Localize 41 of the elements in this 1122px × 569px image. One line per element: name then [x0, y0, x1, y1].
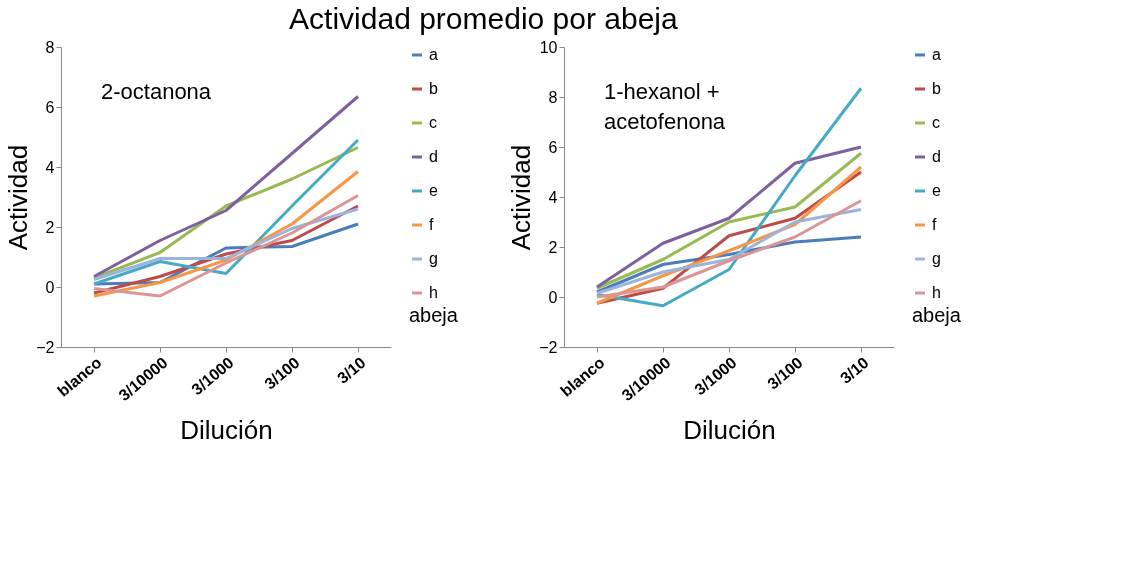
line-series [92, 207, 360, 281]
legend-label: a [932, 46, 941, 63]
y-tick-label: 2 [548, 238, 558, 256]
legend-label: a [429, 46, 438, 63]
y-axis-title: Actividad [506, 144, 537, 251]
legend-label: h [429, 284, 438, 301]
legend-label: d [429, 148, 438, 165]
y-tick-label: 4 [548, 188, 558, 206]
legend-title: abeja [912, 304, 962, 326]
annotation: 2-octanona [101, 79, 212, 104]
y-tick-label: −2 [539, 338, 558, 356]
legend-label: c [429, 114, 437, 131]
legend-label: b [932, 80, 941, 97]
y-tick-label: −2 [36, 338, 55, 356]
y-tick-label: 0 [548, 288, 558, 306]
legend-label: h [932, 284, 941, 301]
y-axis-title: Actividad [3, 144, 34, 251]
legend-label: f [429, 216, 434, 233]
x-axis-title: Dilución [180, 414, 273, 445]
x-tick-label: 3/10 [334, 353, 369, 387]
legend-label: b [429, 80, 438, 97]
y-tick-label: 8 [548, 88, 558, 106]
y-tick-label: 2 [45, 218, 55, 236]
legend-label: f [932, 216, 937, 233]
x-axis-title: Dilución [683, 414, 776, 445]
y-tick-label: 8 [45, 38, 55, 56]
y-tick-label: 0 [45, 278, 55, 296]
y-tick-label: 6 [45, 98, 55, 116]
legend-label: e [932, 182, 941, 199]
text: Actividad promedio por abeja [289, 2, 678, 35]
annotation: 1-hexanol + acetofenona [604, 79, 726, 134]
legend-label: g [932, 250, 941, 267]
legend-label: g [429, 250, 438, 267]
legend-label: d [932, 148, 941, 165]
legend-label: e [429, 182, 438, 199]
y-tick-label: 4 [45, 158, 55, 176]
x-tick-label: 3/10 [837, 353, 872, 387]
legend-label: c [932, 114, 940, 131]
legend-title: abeja [409, 304, 459, 326]
y-tick-label: 10 [539, 38, 558, 56]
y-tick-label: 6 [548, 138, 558, 156]
